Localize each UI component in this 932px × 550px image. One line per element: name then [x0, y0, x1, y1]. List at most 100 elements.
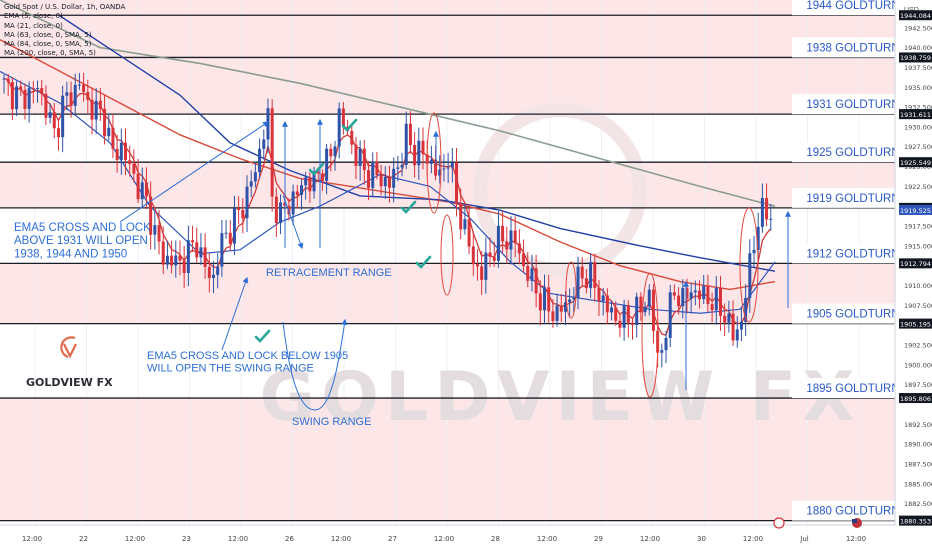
- goldturn-label: 1944 GOLDTURN: [806, 0, 899, 12]
- candle-down: [149, 196, 153, 235]
- candle-up: [48, 112, 52, 118]
- candle-up: [530, 268, 534, 281]
- price-tick: 1897.500: [904, 381, 932, 389]
- time-tick: 28: [491, 535, 500, 543]
- candle-down: [341, 108, 345, 127]
- goldturn-label: 1938 GOLDTURN: [806, 42, 899, 54]
- price-tick: 1927.500: [904, 143, 932, 151]
- candle-down: [178, 255, 182, 261]
- candle-down: [10, 82, 14, 110]
- candle-down: [618, 320, 622, 328]
- candle-down: [597, 288, 601, 301]
- candle-down: [723, 315, 727, 323]
- candle-up: [27, 88, 31, 109]
- candle-up: [358, 148, 362, 166]
- candle-up: [450, 162, 454, 168]
- check-mark-icon: [341, 118, 358, 132]
- candle-down: [19, 86, 23, 90]
- level-badge: [899, 157, 932, 168]
- level-badge: [899, 393, 932, 404]
- ma63-line: [59, 15, 776, 272]
- candle-up: [735, 329, 739, 341]
- indicator-ma21[interactable]: MA (21, close, 0): [4, 21, 63, 30]
- candle-up: [266, 108, 270, 140]
- candle-up: [693, 290, 697, 293]
- candle-down: [475, 264, 479, 267]
- candle-down: [362, 148, 366, 171]
- candle-up: [760, 197, 764, 227]
- candle-up: [119, 142, 123, 161]
- time-tick: 12:00: [743, 535, 763, 543]
- candle-down: [718, 287, 722, 316]
- candle-up: [258, 148, 262, 173]
- candle-up: [739, 321, 743, 330]
- time-tick: 12:00: [228, 535, 248, 543]
- grid: [34, 0, 860, 525]
- candle-down: [161, 241, 165, 265]
- level-badge-text: 1944.084: [900, 12, 931, 20]
- ma200-line: [0, 0, 776, 207]
- flag-canton: [852, 519, 857, 523]
- goldturn-label-box: [792, 378, 895, 399]
- candle-down: [128, 160, 132, 165]
- time-tick: 27: [388, 535, 397, 543]
- candle-up: [563, 302, 567, 312]
- goldturn-label: 1895 GOLDTURN: [806, 383, 899, 395]
- candle-up: [73, 84, 77, 106]
- time-tick: 12:00: [125, 535, 145, 543]
- indicator-ma84[interactable]: MA (84, close, 0, SMA, 5): [4, 40, 92, 49]
- level-badge: [899, 109, 932, 120]
- candle-down: [103, 108, 107, 137]
- level-badge-text: 1938.759: [900, 54, 931, 62]
- price-tick: 1940.000: [904, 44, 932, 52]
- candle-down: [434, 159, 438, 176]
- candle-down: [82, 84, 86, 92]
- candle-down: [237, 208, 241, 210]
- indicator-ma200[interactable]: MA (200, close, 0, SMA, 5): [4, 49, 96, 58]
- indicator-ma63[interactable]: MA (63, close, 0, SMA, 5): [4, 30, 92, 39]
- candle-up: [576, 266, 580, 298]
- candle-down: [651, 289, 655, 331]
- time-axis-bg: [0, 525, 895, 550]
- highlight-ellipse: [426, 112, 442, 214]
- candle-up: [253, 172, 257, 182]
- candle-up: [647, 289, 651, 307]
- price-axis: USD1942.5001940.0001937.5001935.0001932.…: [894, 0, 932, 550]
- check-mark-icon: [254, 329, 271, 343]
- price-tick: 1890.000: [904, 441, 932, 449]
- candle-up: [174, 255, 178, 266]
- candle-down: [492, 256, 496, 261]
- candle-down: [228, 232, 232, 244]
- candle-up: [622, 305, 626, 328]
- goldturn-label: 1912 GOLDTURN: [806, 248, 899, 260]
- candle-up: [744, 297, 748, 322]
- candle-up: [400, 164, 404, 168]
- candle-down: [191, 240, 195, 243]
- candle-up: [396, 167, 400, 169]
- level-badge: [899, 515, 932, 526]
- candle-down: [367, 170, 371, 188]
- candle-down: [614, 307, 618, 321]
- time-tick: 30: [697, 535, 706, 543]
- check-mark-icon: [400, 200, 417, 214]
- candle-down: [207, 266, 211, 278]
- indicator-ema5[interactable]: EMA (5, close, 0): [4, 12, 63, 21]
- price-tick: 1902.500: [904, 341, 932, 349]
- level-badge: [899, 52, 932, 63]
- annotation-lock-above: ABOVE 1931 WILL OPEN: [14, 235, 148, 247]
- annotation-retracement: RETRACEMENT RANGE: [266, 267, 392, 279]
- brand-logo: GOLDVIEW FX: [26, 336, 113, 389]
- candle-down: [350, 130, 354, 145]
- time-tick: 22: [79, 535, 88, 543]
- candle-down: [111, 127, 115, 149]
- candle-down: [501, 225, 505, 242]
- candle-up: [15, 86, 19, 110]
- symbol-title[interactable]: Gold Spot / U.S. Dollar, 1h, OANDA: [4, 3, 126, 11]
- candle-up: [748, 253, 752, 298]
- highlight-ellipse: [641, 272, 659, 398]
- candle-up: [383, 176, 387, 187]
- candle-down: [517, 243, 521, 254]
- candle-up: [442, 168, 446, 170]
